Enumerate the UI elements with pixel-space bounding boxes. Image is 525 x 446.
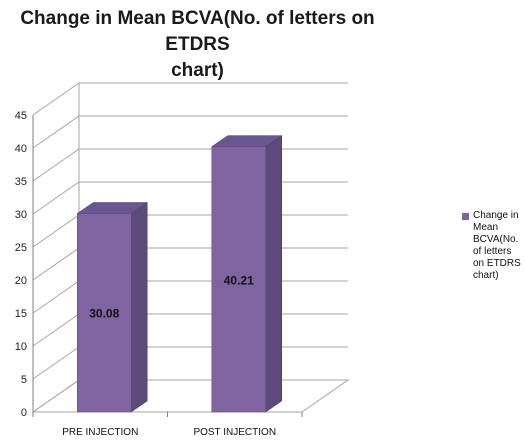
data-label-0: 30.08: [89, 307, 119, 321]
y-tick-label-0: 0: [21, 407, 27, 419]
y-tick-label-45: 45: [15, 110, 27, 122]
bar-side-0: [131, 201, 148, 413]
bar-side-1: [265, 135, 282, 413]
legend-swatch: [462, 213, 469, 220]
y-tick-label-30: 30: [15, 209, 27, 221]
data-label-1: 40.21: [224, 273, 254, 287]
chart-title-line-2: chart): [171, 60, 224, 81]
y-tick-label-10: 10: [15, 341, 27, 353]
x-tick-label-1: POST INJECTION: [193, 427, 276, 438]
chart-title: Change in Mean BCVA(No. of letters on ET…: [0, 6, 395, 84]
y-tick-label-20: 20: [15, 275, 27, 287]
y-tick-label-35: 35: [15, 176, 27, 188]
x-tick-label-0: PRE INJECTION: [62, 427, 138, 438]
gridline-35: [32, 148, 348, 182]
legend: Change in Mean BCVA(No. of letters on ET…: [462, 210, 524, 282]
y-tick-label-40: 40: [15, 143, 27, 155]
y-tick-label-5: 5: [21, 374, 27, 386]
bar-1: [211, 146, 266, 413]
y-tick-label-25: 25: [15, 242, 27, 254]
bar-0: [77, 213, 132, 413]
legend-label: Change in Mean BCVA(No. of letters on ET…: [473, 210, 521, 281]
gridline-40: [32, 115, 348, 149]
chart-title-line-1: Change in Mean BCVA(No. of letters on ET…: [20, 8, 375, 55]
gridline-30: [32, 181, 348, 215]
y-tick-label-15: 15: [15, 308, 27, 320]
gridline-45: [32, 82, 348, 116]
